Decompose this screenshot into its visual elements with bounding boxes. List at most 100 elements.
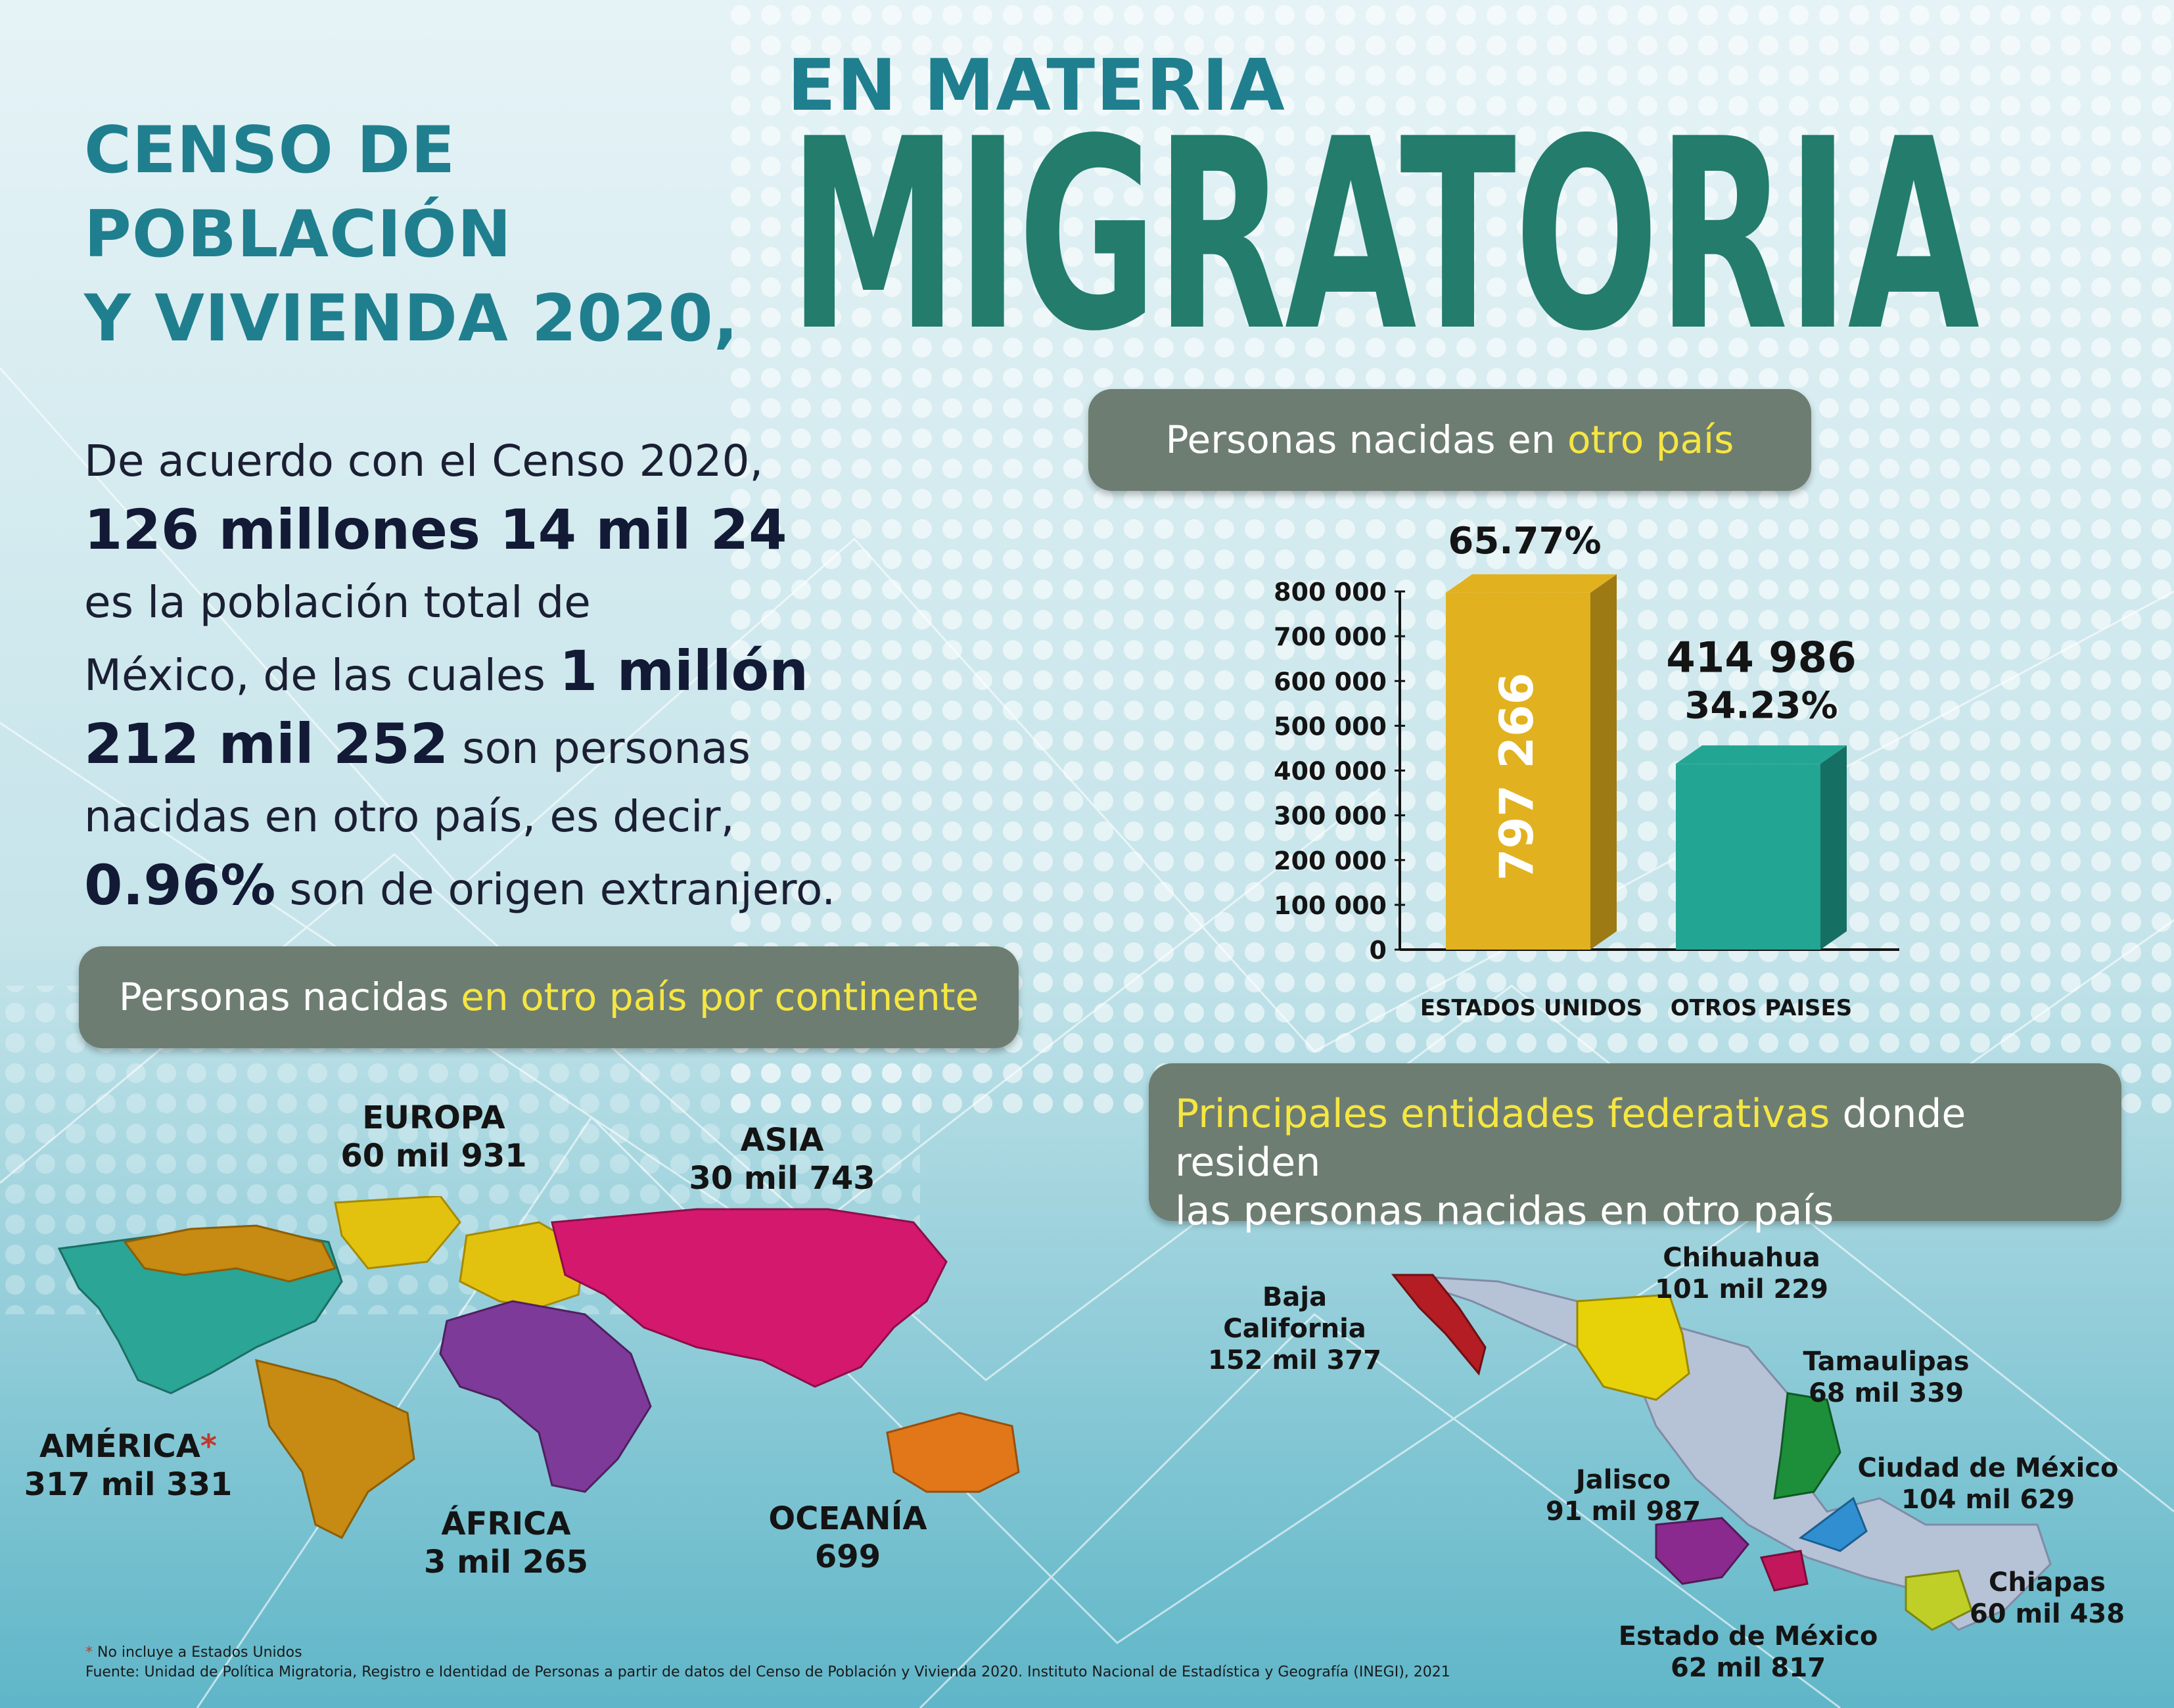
foreign-percent: 0.96% bbox=[84, 853, 276, 917]
bar-side bbox=[1820, 745, 1847, 950]
pill-born-other-country: Personas nacidas en otro país bbox=[1088, 389, 1811, 491]
pill-highlight: Principales entidades federativas bbox=[1175, 1091, 1830, 1137]
state-value: 62 mil 817 bbox=[1670, 1653, 1826, 1683]
label-oceania: OCEANÍA 699 bbox=[723, 1500, 973, 1576]
bar bbox=[1446, 592, 1590, 950]
state-name: Baja California bbox=[1223, 1282, 1366, 1344]
pill-text: Personas nacidas bbox=[118, 975, 461, 1019]
map-asia bbox=[551, 1208, 948, 1388]
state-value: 91 mil 987 bbox=[1545, 1496, 1701, 1527]
pill-federal-states: Principales entidades federativas donde … bbox=[1149, 1063, 2121, 1234]
map-baja-california bbox=[1391, 1274, 1487, 1376]
mexico-map bbox=[1391, 1274, 2052, 1631]
y-tick-label: 100 000 bbox=[1274, 891, 1387, 920]
source: Fuente: Unidad de Política Migratoria, R… bbox=[85, 1664, 1450, 1680]
label-cdmx: Ciudad de México 104 mil 629 bbox=[1840, 1452, 2136, 1515]
state-value: 60 mil 438 bbox=[1969, 1599, 2125, 1629]
state-name: Chiapas bbox=[1989, 1567, 2106, 1598]
map-chiapas bbox=[1905, 1569, 1973, 1631]
bar bbox=[1676, 764, 1820, 950]
map-south-america bbox=[255, 1358, 415, 1539]
footnote-text: No incluye a Estados Unidos bbox=[97, 1644, 302, 1661]
foreign-born-a: 1 millón bbox=[559, 639, 809, 703]
y-tick-label: 300 000 bbox=[1274, 802, 1387, 831]
y-tick-label: 400 000 bbox=[1274, 757, 1387, 786]
continent-value: 699 bbox=[814, 1538, 881, 1575]
intro-line-7: son de origen extranjero. bbox=[289, 864, 836, 915]
state-value: 104 mil 629 bbox=[1901, 1485, 2075, 1515]
title-line-2: POBLACIÓN bbox=[84, 197, 512, 272]
state-name: Tamaulipas bbox=[1803, 1347, 1970, 1377]
continent-value: 30 mil 743 bbox=[689, 1160, 875, 1197]
title-line-3: Y VIVIENDA 2020, bbox=[84, 281, 739, 356]
label-estado-de-mexico: Estado de México 62 mil 817 bbox=[1604, 1621, 1893, 1684]
value-label: 414 986 bbox=[1666, 634, 1856, 682]
label-jalisco: Jalisco 91 mil 987 bbox=[1531, 1464, 1715, 1527]
pill-highlight: en otro país por continente bbox=[461, 975, 979, 1019]
intro-line-5: son personas bbox=[462, 723, 751, 773]
pill-text-line2: las personas nacidas en otro país bbox=[1175, 1188, 1834, 1234]
main-title: CENSO DE POBLACIÓN Y VIVIENDA 2020, bbox=[84, 108, 781, 361]
map-europe bbox=[459, 1221, 586, 1309]
foreign-born-b: 212 mil 252 bbox=[84, 712, 449, 776]
state-name: Ciudad de México bbox=[1857, 1453, 2119, 1483]
label-tamaulipas: Tamaulipas 68 mil 339 bbox=[1774, 1346, 1998, 1409]
percent-label: 34.23% bbox=[1684, 684, 1838, 727]
label-baja-california: Baja California 152 mil 377 bbox=[1196, 1281, 1393, 1376]
continent-name: OCEANÍA bbox=[768, 1500, 927, 1537]
bar-chart: 0 100 000 200 000 300 000 400 000 500 000 600 … bbox=[1274, 520, 1899, 1021]
state-value: 152 mil 377 bbox=[1208, 1345, 1381, 1375]
label-chihuahua: Chihuahua 101 mil 229 bbox=[1636, 1242, 1847, 1305]
map-cdmx bbox=[1798, 1496, 1868, 1552]
bar-top bbox=[1446, 574, 1617, 593]
continent-name: AMÉRICA bbox=[39, 1428, 200, 1465]
y-tick-label: 800 000 bbox=[1274, 578, 1387, 607]
continent-name: ÁFRICA bbox=[441, 1506, 571, 1542]
footnote-star-icon: * bbox=[200, 1428, 217, 1465]
y-tick-label: 600 000 bbox=[1274, 667, 1387, 696]
continent-value: 3 mil 265 bbox=[424, 1544, 588, 1581]
map-greenland bbox=[334, 1196, 461, 1270]
total-population: 126 millones 14 mil 24 bbox=[84, 497, 787, 562]
bar-side bbox=[1590, 574, 1617, 950]
value-label: 797 266 bbox=[1490, 673, 1544, 881]
state-value: 68 mil 339 bbox=[1808, 1378, 1964, 1408]
label-america: AMÉRICA* 317 mil 331 bbox=[20, 1427, 237, 1504]
pill-text: Personas nacidas en bbox=[1165, 417, 1567, 462]
pill-by-continent: Personas nacidas en otro país por contin… bbox=[79, 946, 1019, 1048]
state-name: Jalisco bbox=[1575, 1465, 1671, 1495]
pill-text: donde residen bbox=[1175, 1091, 1966, 1186]
pill-highlight: otro país bbox=[1567, 417, 1734, 462]
y-tick-label: 200 000 bbox=[1274, 846, 1387, 875]
continent-shapes bbox=[57, 1196, 1020, 1539]
continent-value: 60 mil 931 bbox=[340, 1138, 527, 1174]
continent-value: 317 mil 331 bbox=[24, 1466, 233, 1503]
x-tick-label: ESTADOS UNIDOS bbox=[1420, 995, 1642, 1021]
label-chiapas: Chiapas 60 mil 438 bbox=[1958, 1567, 2136, 1630]
label-asia: ASIA 30 mil 743 bbox=[657, 1121, 907, 1197]
intro-line-3: es la población total de bbox=[84, 577, 591, 628]
x-tick-label: OTROS PAISES bbox=[1671, 995, 1852, 1021]
map-tamaulipas bbox=[1773, 1392, 1841, 1500]
percent-label: 65.77% bbox=[1448, 520, 1601, 563]
continent-name: ASIA bbox=[740, 1122, 824, 1159]
footnote: * No incluye a Estados Unidos bbox=[85, 1644, 302, 1661]
y-tick-label: 700 000 bbox=[1274, 622, 1387, 651]
map-north-america-top bbox=[123, 1224, 337, 1283]
label-africa: ÁFRICA 3 mil 265 bbox=[381, 1505, 631, 1581]
intro-line-1: De acuerdo con el Censo 2020, bbox=[84, 436, 764, 486]
intro-line-4: México, de las cuales bbox=[84, 650, 545, 701]
map-chihuahua bbox=[1576, 1293, 1690, 1401]
label-europa: EUROPA 60 mil 931 bbox=[309, 1099, 559, 1175]
footnote-star-icon: * bbox=[85, 1644, 93, 1661]
world-map bbox=[57, 1196, 1020, 1539]
intro-paragraph: De acuerdo con el Censo 2020, 126 millon… bbox=[84, 427, 925, 924]
map-edomex bbox=[1759, 1550, 1809, 1592]
map-oceania bbox=[886, 1412, 1020, 1493]
subtitle-big: MIGRATORIA bbox=[789, 83, 1979, 389]
state-name: Estado de México bbox=[1618, 1621, 1878, 1651]
map-jalisco bbox=[1655, 1517, 1750, 1585]
map-africa bbox=[439, 1300, 652, 1493]
subtitle-small: EN MATERIA bbox=[787, 45, 1286, 127]
bar-top bbox=[1676, 745, 1847, 764]
